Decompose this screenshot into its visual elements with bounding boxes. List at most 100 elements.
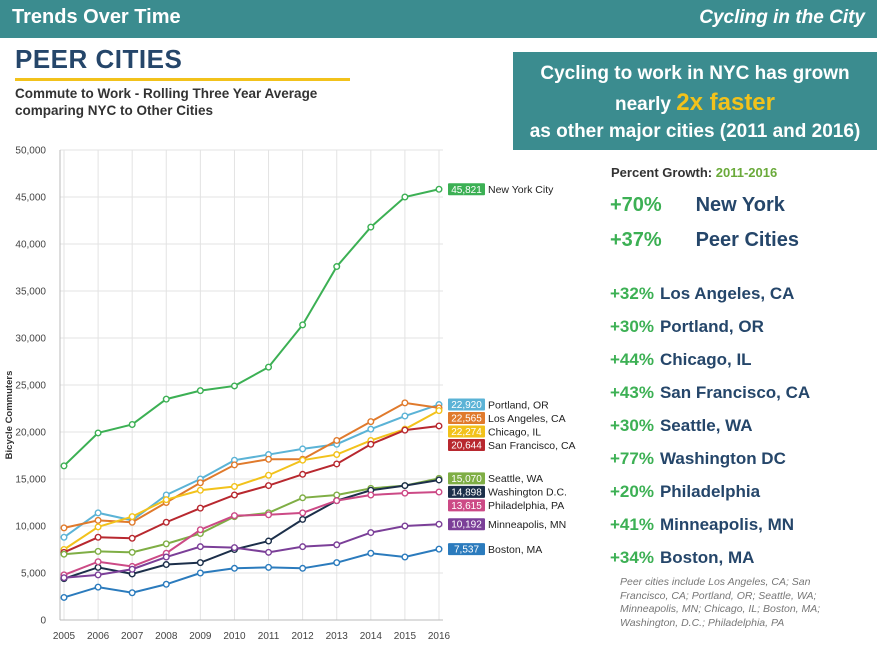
data-point <box>60 533 68 541</box>
growth-name: Philadelphia <box>659 482 761 501</box>
x-tick-label: 2006 <box>87 631 110 642</box>
data-point <box>333 497 341 505</box>
data-point <box>367 440 375 448</box>
growth-row-city: +30% Portland, OR <box>610 317 764 337</box>
header-right-title: Cycling in the City <box>699 7 865 28</box>
value-badge-text: 15,070 <box>451 474 482 485</box>
series-line <box>63 548 440 599</box>
growth-row-city: +41% Minneapolis, MN <box>610 515 794 535</box>
growth-row-city: +43% San Francisco, CA <box>610 383 810 403</box>
data-point <box>162 518 170 526</box>
value-badge-text: 22,565 <box>451 414 482 425</box>
data-point <box>128 565 136 573</box>
data-point <box>60 550 68 558</box>
footnote: Peer cities include Los Angeles, CA; San… <box>620 576 821 629</box>
value-badge <box>448 439 485 452</box>
data-point <box>367 425 375 433</box>
growth-name: Minneapolis, MN <box>659 515 795 534</box>
growth-pct: +34% <box>610 548 654 567</box>
growth-row-peer-cities: +37% Peer Cities <box>610 229 799 252</box>
data-point <box>94 429 102 437</box>
value-badge <box>448 425 485 438</box>
value-badge <box>448 412 485 425</box>
x-tick-label: 2011 <box>258 631 280 642</box>
data-point <box>196 504 204 512</box>
data-point <box>299 509 307 517</box>
data-point <box>367 529 375 537</box>
data-point <box>333 491 341 499</box>
data-point <box>94 558 102 566</box>
series-line <box>63 523 440 579</box>
callout-line2: nearly 2x faster <box>513 89 877 117</box>
data-point <box>230 491 238 499</box>
data-point <box>230 512 238 520</box>
data-point <box>128 548 136 556</box>
y-tick-label: 35,000 <box>15 287 46 298</box>
series-name-label: Washington D.C. <box>488 487 567 499</box>
data-point <box>435 476 443 484</box>
data-point <box>94 563 102 571</box>
data-point <box>299 470 307 478</box>
data-point <box>265 511 273 519</box>
data-point <box>265 548 273 556</box>
data-point <box>401 399 409 407</box>
value-badge <box>448 499 485 512</box>
value-badge <box>448 518 485 531</box>
y-axis-label: Bicycle Commuters <box>4 371 15 460</box>
data-point <box>196 569 204 577</box>
value-badge-text: 20,644 <box>451 441 482 452</box>
data-point <box>128 513 136 521</box>
data-point <box>94 509 102 517</box>
growth-row-city: +77% Washington DC <box>610 449 786 469</box>
series-name-label: Boston, MA <box>488 544 542 556</box>
series-name-label: Los Angeles, CA <box>488 413 566 425</box>
series-line <box>63 188 440 467</box>
y-tick-label: 40,000 <box>15 240 46 251</box>
growth-name: Seattle, WA <box>659 416 753 435</box>
data-point <box>435 520 443 528</box>
data-point <box>265 537 273 545</box>
value-badge <box>448 183 485 196</box>
data-point <box>128 534 136 542</box>
y-tick-label: 50,000 <box>15 146 46 157</box>
data-point <box>60 462 68 470</box>
data-point <box>196 479 204 487</box>
y-tick-label: 10,000 <box>15 522 46 533</box>
growth-name: Peer Cities <box>695 229 799 251</box>
data-point <box>401 553 409 561</box>
value-badge <box>448 472 485 485</box>
series-line <box>63 478 440 580</box>
data-point <box>333 559 341 567</box>
data-point <box>196 486 204 494</box>
growth-pct: +32% <box>610 284 654 303</box>
data-point <box>94 516 102 524</box>
data-point <box>162 496 170 504</box>
data-point <box>435 422 443 430</box>
x-tick-label: 2009 <box>189 631 212 642</box>
data-point <box>94 547 102 555</box>
chart-end-labels: 45,821 New York City 22,920 Portland, OR 22,… <box>448 183 576 556</box>
data-point <box>265 471 273 479</box>
growth-name: Chicago, IL <box>659 350 752 369</box>
growth-pct: +43% <box>610 383 654 402</box>
data-point <box>401 489 409 497</box>
y-tick-label: 30,000 <box>15 334 46 345</box>
y-tick-label: 25,000 <box>15 381 46 392</box>
growth-pct: +30% <box>610 317 654 336</box>
y-tick-label: 5,000 <box>21 569 46 580</box>
value-badge-text: 22,920 <box>451 400 482 411</box>
data-point <box>435 488 443 496</box>
x-tick-label: 2014 <box>360 631 383 642</box>
data-point <box>435 545 443 553</box>
data-point <box>401 412 409 420</box>
data-point <box>435 185 443 193</box>
data-point <box>230 382 238 390</box>
data-point <box>128 518 136 526</box>
data-point <box>435 407 443 415</box>
series-name-label: San Francisco, CA <box>488 440 576 452</box>
series-name-label: Philadelphia, PA <box>488 500 564 512</box>
section-title: PEER CITIES <box>15 44 183 74</box>
growth-pct: +37% <box>610 229 662 251</box>
growth-row-city: +30% Seattle, WA <box>610 416 753 436</box>
growth-pct: +30% <box>610 416 654 435</box>
